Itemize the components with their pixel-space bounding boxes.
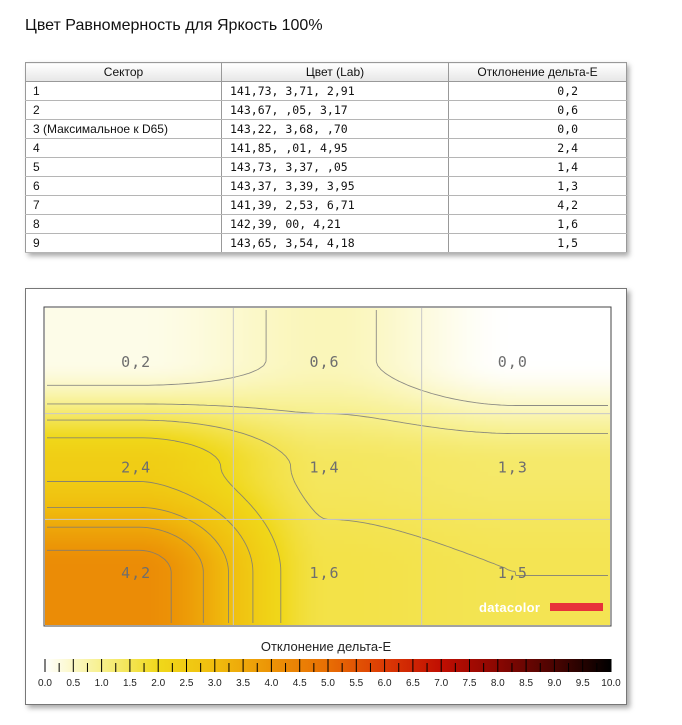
colorbar-tick-label: 0.0 [38,678,52,689]
delta-e-cell: 1,5 [448,233,627,253]
colorbar-tick-label: 5.5 [349,678,363,689]
table-row: 1 141,73, 3,71, 2,91 0,2 [25,81,627,101]
contour-line [47,419,608,576]
delta-e-cell: 0,0 [448,119,627,139]
cell-value-label: 1,3 [498,459,528,477]
plot-frame [43,306,612,627]
lab-cell: 143,67, ,05, 3,17 [221,100,449,120]
table-row: 8 142,39, 00, 4,21 1,6 [25,214,627,234]
table-row: 5 143,73, 3,37, ,05 1,4 [25,157,627,177]
colorbar-tick-label: 0.5 [66,678,80,689]
colorbar-tick-label: 7.5 [463,678,477,689]
lab-cell: 142,39, 00, 4,21 [221,214,449,234]
colorbar-tick-label: 6.0 [378,678,392,689]
sector-cell: 7 [25,195,222,215]
column-header-sector: Сектор [25,62,222,82]
table-row: 6 143,37, 3,39, 3,95 1,3 [25,176,627,196]
sector-cell: 6 [25,176,222,196]
colorbar-tick-label: 8.0 [491,678,505,689]
table-row: 7 141,39, 2,53, 6,71 4,2 [25,195,627,215]
delta-e-cell: 1,3 [448,176,627,196]
cell-value-label: 0,0 [498,353,528,371]
column-header-color-lab: Цвет (Lab) [221,62,449,82]
table-row: 4 141,85, ,01, 4,95 2,4 [25,138,627,158]
colorbar-tick-label: 7.0 [434,678,448,689]
table-row: 9 143,65, 3,54, 4,18 1,5 [25,233,627,253]
heat-field [45,308,610,625]
cell-value-label: 1,6 [309,564,339,582]
contour-line [47,506,229,623]
column-header-delta-e: Отклонение дельта-E [448,62,627,82]
colorbar-ticks [44,659,612,672]
colorbar-tick-label: 4.0 [264,678,278,689]
sector-cell: 8 [25,214,222,234]
cell-value-label: 4,2 [121,564,151,582]
sector-cell: 2 [25,100,222,120]
datacolor-logo-bar [550,603,603,611]
delta-e-cell: 2,4 [448,138,627,158]
colorbar-tick-label: 2.0 [151,678,165,689]
grid-lines [45,308,610,625]
lab-cell: 141,73, 3,71, 2,91 [221,81,449,101]
delta-e-cell: 1,4 [448,157,627,177]
cell-value-label: 1,4 [309,459,339,477]
cell-value-label: 2,4 [121,459,151,477]
contour-line [47,549,172,623]
table-row: 3 (Максимальное к D65) 143,22, 3,68, ,70 0… [25,119,627,139]
colorbar-tick-label: 1.5 [123,678,137,689]
datacolor-logo-text: datacolor [479,600,540,615]
sector-cell: 4 [25,138,222,158]
cell-value-label: 0,2 [121,353,151,371]
colorbar-tick-label: 6.5 [406,678,420,689]
lab-cell: 143,73, 3,37, ,05 [221,157,449,177]
delta-e-cell: 1,6 [448,214,627,234]
lab-cell: 143,22, 3,68, ,70 [221,119,449,139]
table-row: 2 143,67, ,05, 3,17 0,6 [25,100,627,120]
lab-cell: 143,37, 3,39, 3,95 [221,176,449,196]
cell-value-label: 1,5 [498,564,528,582]
sector-cell: 5 [25,157,222,177]
lab-cell: 143,65, 3,54, 4,18 [221,233,449,253]
delta-e-cell: 0,2 [448,81,627,101]
lab-cell: 141,85, ,01, 4,95 [221,138,449,158]
colorbar-tick-label: 2.5 [180,678,194,689]
sector-cell: 9 [25,233,222,253]
delta-e-cell: 0,6 [448,100,627,120]
contour-line [47,403,608,435]
colorbar-title: Отклонение дельта-E [261,639,392,654]
cell-value-label: 0,6 [309,353,339,371]
contour-line [47,481,254,623]
colorbar-tick-label: 4.5 [293,678,307,689]
colorbar-tick-label: 9.5 [576,678,590,689]
lab-cell: 141,39, 2,53, 6,71 [221,195,449,215]
page-title: Цвет Равномерность для Яркость 100% [25,17,323,34]
contour-lines [47,310,608,623]
colorbar-tick-label: 1.0 [95,678,109,689]
sector-cell: 3 (Максимальное к D65) [25,119,222,139]
contour-line [47,526,204,623]
uniformity-heatmap: 0,2 0,6 0,0 2,4 1,4 1,3 4,2 1,6 1,5 datacolor Откл… [38,306,621,689]
delta-e-cell: 4,2 [448,195,627,215]
colorbar-tick-label: 5.0 [321,678,335,689]
colorbar-tick-label: 3.0 [208,678,222,689]
table-header-row: Сектор Цвет (Lab) Отклонение дельта-E [25,62,627,82]
uniformity-chart-panel: 0,2 0,6 0,0 2,4 1,4 1,3 4,2 1,6 1,5 datacolor Откл… [25,288,627,705]
contour-line [47,310,608,406]
sector-cell: 1 [25,81,222,101]
colorbar-tick-label: 10.0 [601,678,621,689]
colorbar-tick-label: 3.5 [236,678,250,689]
colorbar-tick-label: 8.5 [519,678,533,689]
colorbar-tick-label: 9.0 [547,678,561,689]
